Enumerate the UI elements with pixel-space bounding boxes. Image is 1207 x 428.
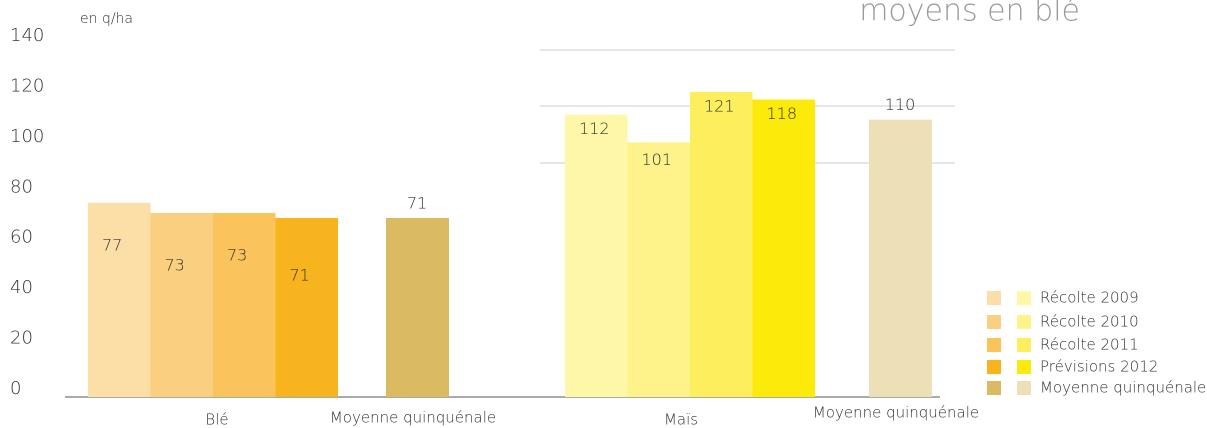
value-label: 110: [885, 95, 916, 114]
value-label: 101: [642, 150, 673, 169]
bar: [565, 114, 628, 397]
y-tick-label: 80: [10, 176, 33, 197]
legend-swatch: [987, 291, 1001, 305]
legend-label: Moyenne quinquénale: [1040, 379, 1206, 397]
y-tick-label: 100: [10, 126, 44, 147]
legend-label: Prévisions 2012: [1040, 358, 1158, 376]
legend-swatch: [987, 381, 1001, 395]
legend-swatch: [1017, 360, 1031, 374]
value-label: 71: [407, 193, 427, 212]
legend-label: Récolte 2009: [1040, 289, 1139, 307]
x-tick-label: Maïs: [664, 411, 698, 428]
legend-swatch: [987, 360, 1001, 374]
y-tick-label: 120: [10, 75, 44, 96]
legend-swatch: [1017, 381, 1031, 395]
bar: [88, 202, 151, 397]
value-label: 121: [704, 96, 735, 115]
legend-label: Récolte 2010: [1040, 313, 1139, 331]
legend-swatch: [1017, 338, 1031, 352]
y-tick-label: 60: [10, 227, 33, 248]
chart-title: moyens en blé: [859, 0, 1080, 29]
x-tick-label: Blé: [205, 411, 228, 428]
value-label: 112: [579, 119, 610, 138]
value-label: 71: [290, 265, 310, 284]
y-tick-label: 20: [10, 328, 33, 349]
legend-swatch: [1017, 291, 1031, 305]
value-label: 73: [165, 255, 185, 274]
bar: [386, 217, 449, 397]
legend-label: Récolte 2011: [1040, 336, 1139, 354]
legend-swatch: [1017, 315, 1031, 329]
bar: [869, 119, 932, 398]
y-tick-label: 0: [10, 378, 21, 399]
bar: [275, 217, 338, 397]
x-tick-label: Moyenne quinquénale: [330, 409, 496, 427]
bar: [213, 212, 276, 397]
x-tick-label: Moyenne quinquénale: [813, 404, 979, 422]
bar: [752, 99, 815, 397]
y-tick-label: 140: [10, 25, 44, 46]
y-tick-label: 40: [10, 277, 33, 298]
value-label: 73: [227, 245, 247, 264]
bar: [150, 212, 213, 397]
y-unit: en q/ha: [80, 11, 133, 27]
bar: [690, 91, 753, 398]
bar: [627, 142, 690, 397]
value-label: 118: [767, 104, 798, 123]
legend-swatch: [987, 338, 1001, 352]
value-label: 77: [102, 235, 122, 254]
legend-swatch: [987, 315, 1001, 329]
